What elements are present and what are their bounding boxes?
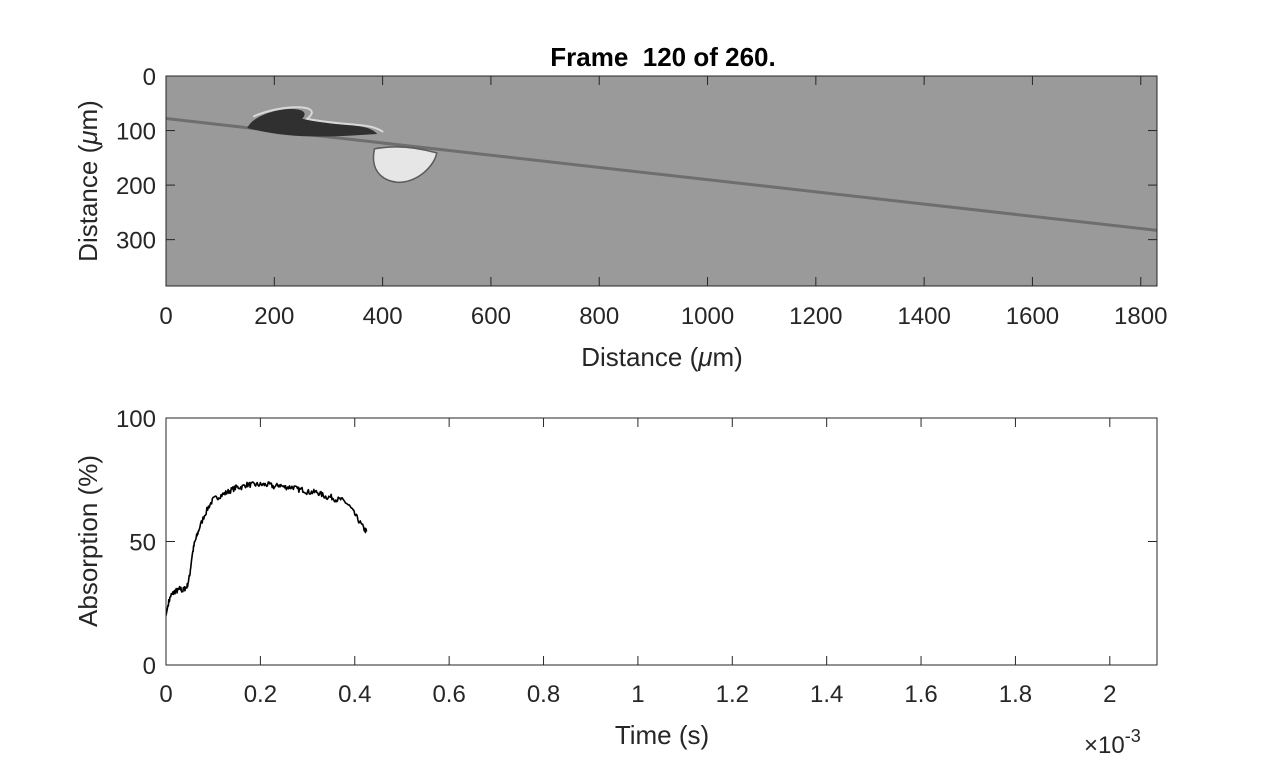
bottom-x-tick-label: 1.2 <box>716 681 749 708</box>
dark-pore-region <box>247 108 378 137</box>
top-panel: Frame 120 of 260. 0 200 400 600 800 1000 1200 1… <box>73 42 1167 372</box>
interface-line <box>166 117 1157 232</box>
bottom-x-tick-label: 0.4 <box>338 681 371 708</box>
top-axes-box <box>165 75 1158 287</box>
top-x-axis-label: Distance (μm) <box>581 342 743 372</box>
top-y-ticks: 0 100 200 300 <box>116 64 1157 255</box>
bottom-x-tick-label: 0 <box>159 681 172 708</box>
top-y-tick-label: 300 <box>116 228 156 255</box>
bottom-x-tick-label: 1.4 <box>810 681 843 708</box>
dark-pore-rim <box>252 106 384 133</box>
bottom-x-tick-label: 0.8 <box>527 681 560 708</box>
bottom-panel: 0 0.2 0.4 0.6 0.8 1 1.2 1.4 1.6 1.8 2 0 50 100 Time … <box>73 406 1158 759</box>
bottom-x-tick-label: 1.8 <box>999 681 1032 708</box>
image-noise <box>166 76 1157 286</box>
top-x-tick-label: 800 <box>579 303 619 330</box>
bottom-y-tick-label: 100 <box>116 406 156 433</box>
top-y-tick-label: 100 <box>116 119 156 146</box>
top-y-tick-label: 200 <box>116 173 156 200</box>
x-axis-multiplier: ×10-3 <box>1084 726 1141 759</box>
bottom-y-axis-label: Absorption (%) <box>73 455 103 627</box>
top-x-tick-label: 1600 <box>1006 303 1059 330</box>
top-x-tick-label: 1800 <box>1114 303 1167 330</box>
bottom-y-tick-label: 50 <box>129 530 156 557</box>
image-area <box>166 76 1157 286</box>
bottom-x-tick-label: 1 <box>631 681 644 708</box>
top-x-tick-label: 200 <box>254 303 294 330</box>
top-x-tick-label: 600 <box>471 303 511 330</box>
top-x-tick-label: 0 <box>159 303 172 330</box>
bottom-y-tick-label: 0 <box>143 653 156 680</box>
bottom-x-tick-label: 1.6 <box>904 681 937 708</box>
top-x-tick-label: 400 <box>363 303 403 330</box>
bottom-x-tick-label: 2 <box>1103 681 1116 708</box>
bottom-x-ticks: 0 0.2 0.4 0.6 0.8 1 1.2 1.4 1.6 1.8 2 <box>159 418 1116 708</box>
bottom-plot-background <box>166 418 1157 665</box>
top-x-tick-label: 1200 <box>789 303 842 330</box>
top-x-ticks: 0 200 400 600 800 1000 1200 1400 1600 1800 <box>159 76 1167 330</box>
bottom-y-ticks: 0 50 100 <box>116 406 1157 680</box>
top-chart-title: Frame 120 of 260. <box>550 42 775 72</box>
bright-pore-region <box>372 146 438 184</box>
bottom-x-tick-label: 0.6 <box>432 681 465 708</box>
absorption-series-line <box>166 481 368 616</box>
top-x-tick-label: 1400 <box>897 303 950 330</box>
bottom-x-tick-label: 0.2 <box>244 681 277 708</box>
bottom-x-axis-label: Time (s) <box>615 720 709 750</box>
top-y-tick-label: 0 <box>143 64 156 91</box>
top-x-tick-label: 1000 <box>681 303 734 330</box>
top-y-axis-label: Distance (μm) <box>73 100 103 262</box>
